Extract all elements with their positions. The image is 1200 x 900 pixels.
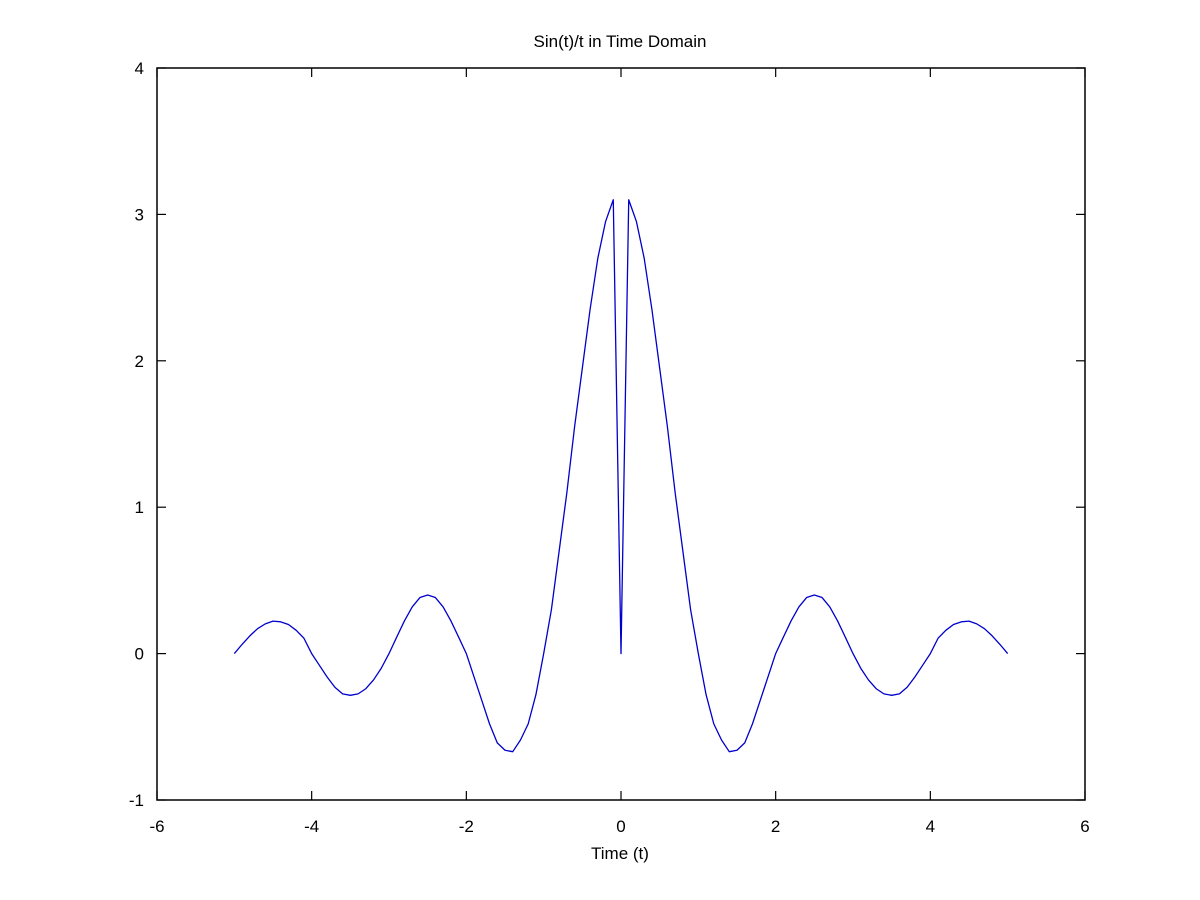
- series-group: [233, 199, 1009, 753]
- x-tick-label: 6: [1080, 817, 1089, 836]
- x-tick-label: -6: [149, 817, 164, 836]
- x-tick-labels: -6 -4 -2 0 2 4 6: [149, 817, 1089, 836]
- y-tick-label: 2: [135, 352, 144, 371]
- chart-title: Sin(t)/t in Time Domain: [534, 32, 707, 51]
- y-tick-label: 1: [135, 498, 144, 517]
- x-tick-label: 0: [616, 817, 625, 836]
- x-tick-label: -4: [304, 817, 319, 836]
- series-line-0: [233, 199, 1009, 753]
- x-axis-label: Time (t): [591, 844, 649, 863]
- x-tick-label: 2: [771, 817, 780, 836]
- y-tick-label: 0: [135, 645, 144, 664]
- y-tick-label: 4: [135, 59, 144, 78]
- plot-frame: [156, 67, 1086, 801]
- x-tick-label: 4: [926, 817, 935, 836]
- y-tick-labels: -1 0 1 2 3 4: [129, 59, 144, 810]
- y-tick-label: 3: [135, 205, 144, 224]
- x-tick-label: -2: [459, 817, 474, 836]
- y-tick-label: -1: [129, 791, 144, 810]
